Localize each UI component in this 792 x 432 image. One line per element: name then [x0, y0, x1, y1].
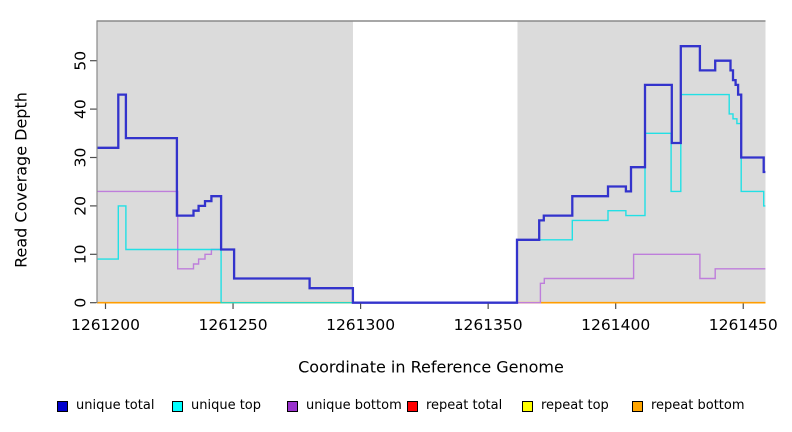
series-unique-total-line	[97, 45, 766, 304]
y-axis-label: Read Coverage Depth	[11, 92, 31, 268]
y-tick-label: 10	[71, 244, 89, 264]
series-unique-top-line	[97, 93, 766, 304]
x-tick-label: 1261400	[581, 316, 650, 334]
y-tick-label: 20	[71, 196, 89, 216]
x-tick-label: 1261200	[71, 316, 140, 334]
y-tick-label: 0	[71, 298, 89, 308]
x-tick-label: 1261300	[326, 316, 395, 334]
x-tick-label: 1261350	[454, 316, 523, 334]
x-tick-label: 1261250	[199, 316, 268, 334]
zero-coverage-gap-region	[352, 21, 518, 303]
x-axis-label: Coordinate in Reference Genome	[298, 357, 564, 377]
y-tick-label: 30	[71, 148, 89, 168]
y-tick-label: 50	[71, 51, 89, 71]
x-tick-label: 1261450	[709, 316, 778, 334]
y-tick-label: 40	[71, 99, 89, 119]
